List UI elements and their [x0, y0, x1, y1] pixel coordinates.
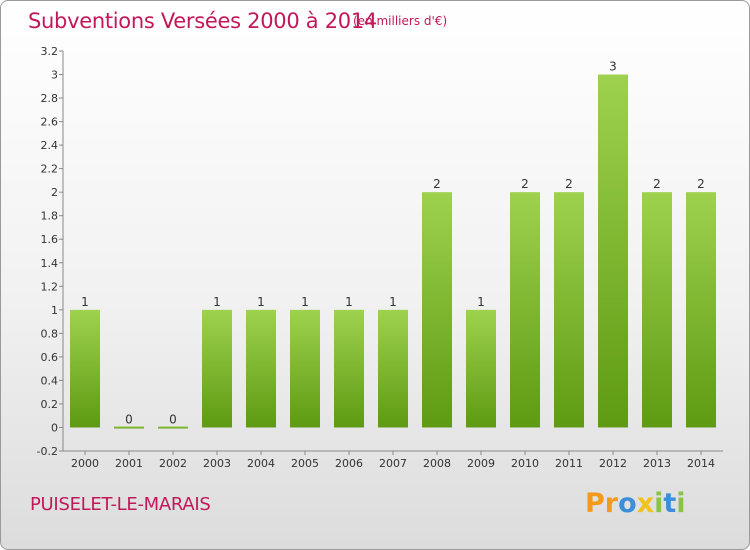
- bars: [70, 74, 716, 429]
- y-tick-label: 0.4: [41, 374, 59, 387]
- unit-label: (en milliers d'€): [353, 14, 448, 28]
- data-label: 2: [433, 177, 441, 191]
- y-tick-label: 3: [51, 69, 58, 82]
- logo-letter: r: [604, 488, 619, 519]
- bar: [114, 426, 144, 429]
- y-tick-label: 3.2: [41, 45, 59, 58]
- logo-letter: P: [585, 488, 605, 519]
- x-tick-label: 2009: [467, 457, 495, 470]
- y-tick-label: 1.6: [41, 233, 59, 246]
- logo-letter: o: [618, 488, 637, 519]
- data-label: 1: [257, 295, 265, 309]
- bar: [246, 309, 276, 428]
- bar: [334, 309, 364, 428]
- x-tick-label: 2003: [203, 457, 231, 470]
- x-tick-label: 2000: [71, 457, 99, 470]
- y-tick-label: 2.8: [41, 92, 59, 105]
- data-label: 2: [697, 177, 705, 191]
- data-label: 2: [521, 177, 529, 191]
- bar: [642, 192, 672, 428]
- y-tick-label: 2.2: [41, 163, 59, 176]
- y-tick-label: 2: [51, 186, 58, 199]
- data-label: 2: [653, 177, 661, 191]
- y-tick-label: 1.2: [41, 280, 59, 293]
- y-tick-label: -0.2: [37, 445, 58, 458]
- y-tick-label: 1: [51, 304, 58, 317]
- x-tick-label: 2002: [159, 457, 187, 470]
- data-label: 0: [125, 412, 133, 426]
- y-tick-label: 1.8: [41, 210, 59, 223]
- data-label: 1: [345, 295, 353, 309]
- data-label: 2: [565, 177, 573, 191]
- x-tick-label: 2006: [335, 457, 363, 470]
- data-labels: 1 0 0 1 1 1 1 1 2 1 2 2 3 2 2: [81, 60, 705, 427]
- y-tick-label: 1.4: [41, 257, 59, 270]
- x-tick-label: 2005: [291, 457, 319, 470]
- x-tick-label: 2010: [511, 457, 539, 470]
- town-name: PUISELET-LE-MARAIS: [30, 494, 211, 515]
- y-tick-label: 2.4: [41, 139, 59, 152]
- bar: [510, 192, 540, 428]
- data-label: 1: [301, 295, 309, 309]
- x-tick-label: 2011: [555, 457, 583, 470]
- bar: [466, 309, 496, 428]
- data-label: 1: [477, 295, 485, 309]
- bar: [158, 426, 188, 429]
- x-tick-label: 2007: [379, 457, 407, 470]
- bar: [686, 192, 716, 428]
- bar: [70, 309, 100, 428]
- x-tick-label: 2013: [643, 457, 671, 470]
- bar: [598, 74, 628, 428]
- data-label: 3: [609, 60, 617, 74]
- data-label: 1: [389, 295, 397, 309]
- x-tick-label: 2012: [599, 457, 627, 470]
- bar: [202, 309, 232, 428]
- data-label: 1: [81, 295, 89, 309]
- data-label: 0: [169, 412, 177, 426]
- logo-letter: t: [663, 488, 677, 519]
- logo-letter: x: [636, 488, 655, 519]
- x-tick-label: 2014: [687, 457, 715, 470]
- proxiti-logo[interactable]: Proxiti: [585, 488, 686, 519]
- bar: [422, 192, 452, 428]
- logo-letter: i: [654, 488, 664, 519]
- y-tick-label: 0.8: [41, 327, 59, 340]
- bar: [290, 309, 320, 428]
- y-tick-label: 0: [51, 421, 58, 434]
- y-tick-label: 0.2: [41, 398, 59, 411]
- x-tick-label: 2001: [115, 457, 143, 470]
- chart-title: Subventions Versées 2000 à 2014: [28, 9, 377, 33]
- y-tick-label: 0.6: [41, 351, 59, 364]
- x-tick-label: 2004: [247, 457, 275, 470]
- bar: [554, 192, 584, 428]
- data-label: 1: [213, 295, 221, 309]
- y-tick-label: 2.6: [41, 116, 59, 129]
- axes: -0.2 0 0.2 0.4 0.6 0.8 1 1.2 1.4 1.6 1.8 2 2.2 2.4 2.6…: [37, 45, 723, 470]
- logo-letter: i: [676, 488, 686, 519]
- x-tick-label: 2008: [423, 457, 451, 470]
- bar: [378, 309, 408, 428]
